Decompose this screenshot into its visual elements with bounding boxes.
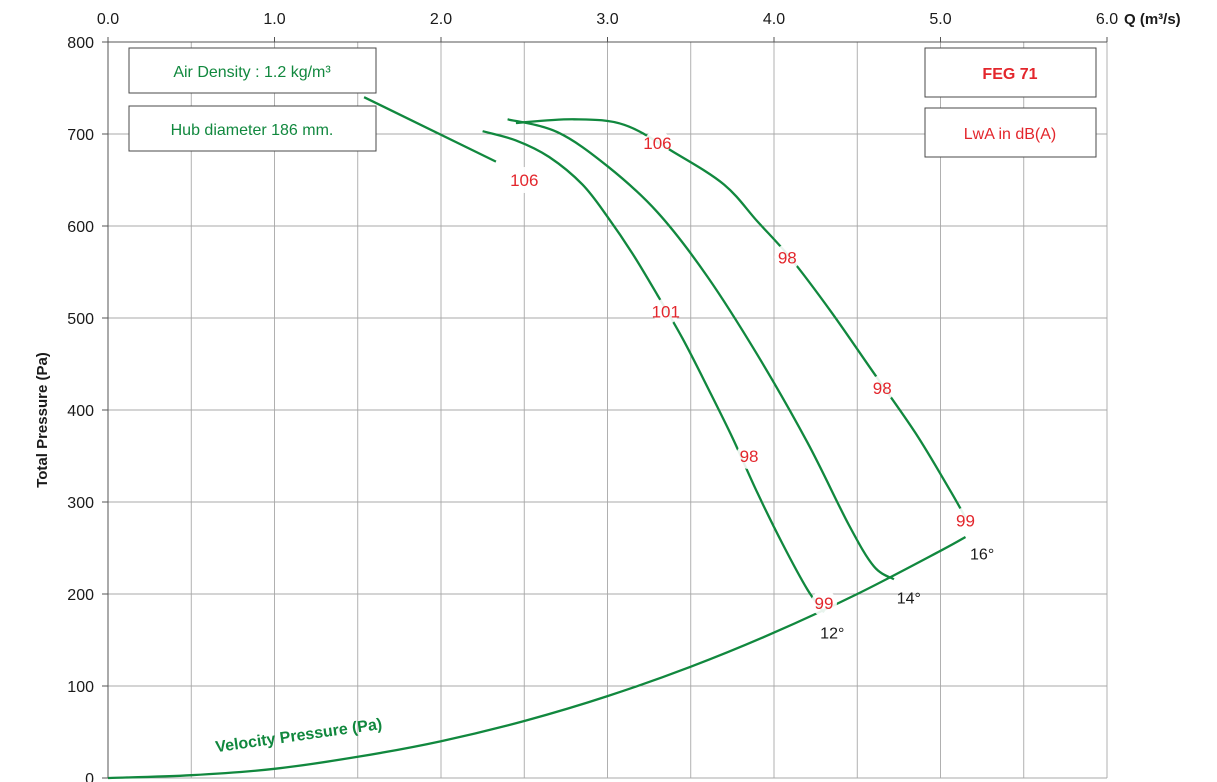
sound-label-gap [810,590,837,617]
unit-note-text: LwA in dB(A) [964,126,1056,143]
y-tick-label: 500 [67,311,94,328]
blade-angle-label: 16° [970,547,994,564]
unit-note-box: LwA in dB(A) [924,107,1097,158]
y-axis-title: Total Pressure (Pa) [34,352,51,488]
grid-lines [102,37,1108,779]
x-tick-label: 0.0 [97,11,119,28]
y-tick-label: 200 [67,587,94,604]
x-tick-label: 5.0 [929,11,951,28]
x-tick-label: 1.0 [263,11,285,28]
y-tick-label: 800 [67,35,94,52]
sound-label-gap [869,374,896,401]
air-density-box: Air Density : 1.2 kg/m³ [128,47,377,94]
sound-label-gap [644,130,671,157]
x-axis-title: Q (m³/s) [1124,11,1181,28]
curve-blade-angle-1 [482,130,825,614]
sound-level-label: 98 [778,248,797,267]
sound-level-label: 106 [643,134,671,153]
sound-level-label: 99 [814,594,833,613]
air-density-leader-line [363,96,497,163]
x-tick-label: 2.0 [430,11,452,28]
sound-level-label: 106 [510,171,538,190]
y-tick-label: 600 [67,219,94,236]
y-tick-label: 100 [67,679,94,696]
tick-labels: 0.0 1.0 2.0 3.0 4.0 5.0 6.0 0 100 200 300 400 500 600… [67,11,1118,782]
sound-level-label: 99 [956,511,975,530]
y-tick-label: 0 [85,771,94,782]
sound-label-gap [736,443,763,469]
y-tick-label: 400 [67,403,94,420]
curve-blade-angle-2 [507,118,895,581]
sound-label-gap [511,167,538,193]
curve-velocity-pressure [107,535,967,780]
blade-angle-label: 14° [897,591,921,608]
fan-curves [107,96,967,780]
x-tick-label: 3.0 [596,11,618,28]
sound-label-gap [652,298,679,325]
sound-level-label: 101 [652,303,680,322]
hub-diameter-text: Hub diameter 186 mm. [171,122,334,139]
air-density-text: Air Density : 1.2 kg/m³ [173,64,331,81]
sound-label-gap [774,244,801,271]
model-text: FEG 71 [982,66,1037,83]
x-tick-label: 6.0 [1096,11,1118,28]
sound-level-label: 98 [873,379,892,398]
blade-angle-label: 12° [820,626,844,643]
sound-level-label: 98 [740,447,759,466]
hub-diameter-box: Hub diameter 186 mm. [128,105,377,152]
sound-label-gap [952,507,979,534]
y-tick-label: 300 [67,495,94,512]
x-tick-label: 4.0 [763,11,785,28]
model-box: FEG 71 [924,47,1097,98]
y-tick-label: 700 [67,127,94,144]
